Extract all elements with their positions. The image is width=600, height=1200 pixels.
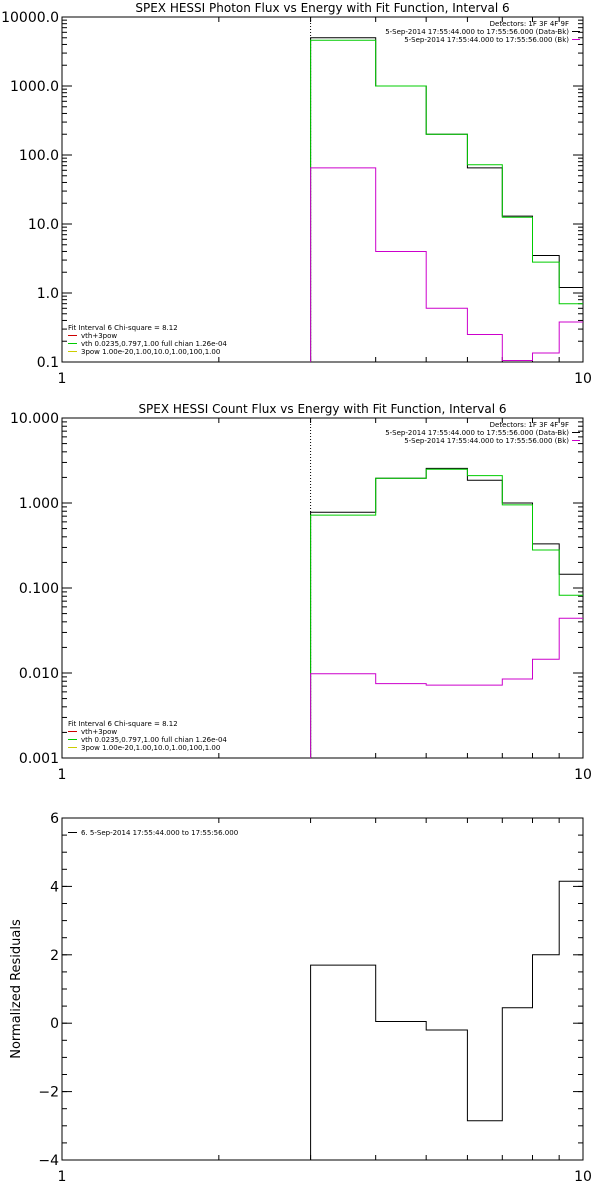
legend-right-text: 5-Sep-2014 17:55:44.000 to 17:55:56.000 …	[385, 429, 569, 437]
y-tick-label: 10.000	[10, 411, 59, 427]
y-tick-label: 10000.0	[1, 10, 59, 26]
y-tick-label: 1.000	[19, 496, 59, 512]
legend-right-text: 5-Sep-2014 17:55:44.000 to 17:55:56.000 …	[404, 36, 569, 44]
x-tick-label: 10	[574, 1169, 592, 1185]
x-tick-label: 1	[58, 1169, 67, 1185]
legend-left-text: vth 0.0235,0.797,1.00 full chian 1.26e-0…	[81, 736, 227, 744]
legend-left-text: vth+3pow	[81, 728, 117, 736]
chart-title: SPEX HESSI Photon Flux vs Energy with Fi…	[135, 1, 509, 15]
legend-right-text: 5-Sep-2014 17:55:44.000 to 17:55:56.000 …	[404, 437, 569, 445]
legend-left-text: Fit Interval 6 Chi-square = 8.12	[68, 324, 178, 332]
legend-right-text: 5-Sep-2014 17:55:44.000 to 17:55:56.000 …	[385, 28, 569, 36]
y-tick-label: 1000.0	[10, 79, 59, 95]
series-line-3	[310, 167, 583, 362]
series-line-1	[310, 880, 583, 1160]
x-tick-label: 10	[574, 767, 592, 783]
panel-2: SPEX HESSI Count Flux vs Energy with Fit…	[10, 402, 592, 783]
y-tick-label: 0.010	[19, 666, 59, 682]
series-line-3	[310, 617, 583, 758]
y-tick-label: 0.001	[19, 751, 59, 767]
y-tick-label: −2	[38, 1085, 59, 1101]
y-tick-label: 0	[50, 1016, 59, 1032]
panel-3: Normalized Residuals 1 10 −4 −2 0 2 4 6 6. 5-Sep-…	[9, 811, 592, 1185]
chart-title: SPEX HESSI Count Flux vs Energy with Fit…	[138, 402, 506, 416]
legend-left-text: vth+3pow	[81, 332, 117, 340]
legend-top-text: 6. 5-Sep-2014 17:55:44.000 to 17:55:56.0…	[81, 829, 238, 837]
legend-left-text: Fit Interval 6 Chi-square = 8.12	[68, 720, 178, 728]
panel-1: SPEX HESSI Photon Flux vs Energy with Fi…	[1, 1, 592, 387]
y-tick-label: 2	[50, 948, 59, 964]
x-tick-label: 1	[58, 371, 67, 387]
y-tick-label: 100.0	[19, 148, 59, 164]
legend-right-text: Detectors: 1F 3F 4F 9F	[490, 421, 569, 429]
y-tick-label: 4	[50, 879, 59, 895]
plot-frame	[61, 16, 584, 363]
y-axis-label: Normalized Residuals	[9, 919, 24, 1059]
legend-left-text: 3pow 1.00e-20,1.00,10.0,1.00,100,1.00	[81, 744, 220, 752]
y-tick-label: 0.1	[37, 355, 59, 371]
legend-left-text: 3pow 1.00e-20,1.00,10.0,1.00,100,1.00	[81, 348, 220, 356]
series-line-1	[310, 37, 583, 362]
legend-right-text: Detectors: 1F 3F 4F 9F	[490, 20, 569, 28]
plot-frame	[61, 817, 584, 1161]
y-tick-label: 6	[50, 811, 59, 827]
y-tick-label: 1.0	[37, 286, 59, 302]
legend-left-text: vth 0.0235,0.797,1.00 full chian 1.26e-0…	[81, 340, 227, 348]
y-tick-label: 10.0	[28, 217, 59, 233]
series-line-2	[310, 39, 583, 362]
x-tick-label: 1	[58, 767, 67, 783]
plot-frame	[61, 417, 584, 759]
y-tick-label: 0.100	[19, 581, 59, 597]
series-line-2	[310, 468, 583, 758]
x-tick-label: 10	[574, 371, 592, 387]
y-tick-label: −4	[38, 1153, 59, 1169]
